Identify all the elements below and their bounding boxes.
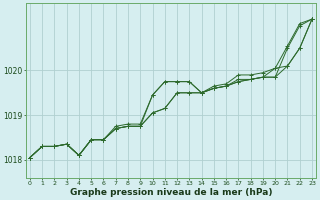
X-axis label: Graphe pression niveau de la mer (hPa): Graphe pression niveau de la mer (hPa) xyxy=(70,188,272,197)
